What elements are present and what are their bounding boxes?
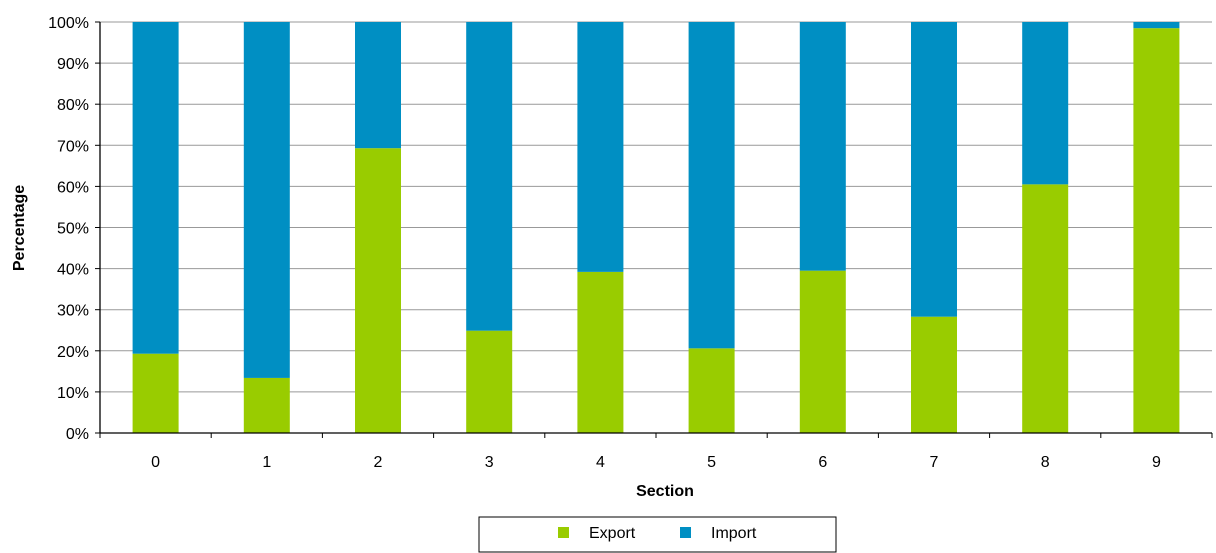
x-tick-label: 8 [1041,454,1050,471]
y-tick-label: 20% [57,344,89,361]
legend-swatch-export [558,527,569,538]
x-tick-label: 4 [596,454,605,471]
bar-export-2 [355,148,401,433]
bar-export-7 [911,316,957,433]
bar-import-2 [355,22,401,149]
bar-export-1 [243,377,290,433]
x-tick-label: 3 [485,454,494,471]
legend-box [478,516,837,553]
y-tick-label: 60% [57,179,89,196]
bar-import-5 [688,22,735,349]
y-tick-label: 80% [57,97,89,114]
bar-import-7 [911,22,957,317]
legend-label-import: Import [711,525,757,542]
legend-swatch-import [680,527,691,538]
y-axis-title: Percentage [11,185,28,271]
bar-export-4 [577,271,624,433]
bar-export-3 [466,330,513,433]
bar-import-9 [1133,22,1180,29]
legend: Export Import [478,516,837,553]
x-tick-label: 5 [707,454,716,471]
y-tick-label: 40% [57,262,89,279]
bar-import-6 [799,22,846,271]
x-axis-title: Section [636,483,694,500]
x-tick-label: 6 [818,454,827,471]
y-tick-label: 70% [57,138,89,155]
y-tick-label: 10% [57,385,89,402]
bar-stacks [132,22,1180,433]
y-tick-label: 0% [66,426,89,443]
axes [95,21,1213,438]
y-tick-label: 50% [57,221,89,238]
y-tick-label: 90% [57,56,89,73]
x-tick-label: 2 [374,454,383,471]
x-tick-label: 9 [1152,454,1161,471]
x-tick-label: 0 [151,454,160,471]
legend-label-export: Export [589,525,636,542]
bar-import-0 [132,22,179,354]
bar-import-4 [577,22,624,272]
bar-export-8 [1022,184,1069,433]
x-tick-label: 7 [930,454,939,471]
bar-import-3 [466,22,513,331]
bar-export-5 [688,348,735,433]
bar-import-1 [243,22,290,378]
bar-export-0 [132,353,179,433]
x-tick-label: 1 [262,454,271,471]
y-tick-label: 30% [57,303,89,320]
bar-export-9 [1133,28,1180,433]
x-tick-labels: 0 1 2 3 4 5 6 7 8 9 [151,454,1161,471]
y-tick-label: 100% [48,15,89,32]
y-tick-labels: 0% 10% 20% 30% 40% 50% 60% 70% 80% 90% 100% [48,15,89,443]
bar-export-6 [799,270,846,433]
bar-import-8 [1022,22,1069,185]
